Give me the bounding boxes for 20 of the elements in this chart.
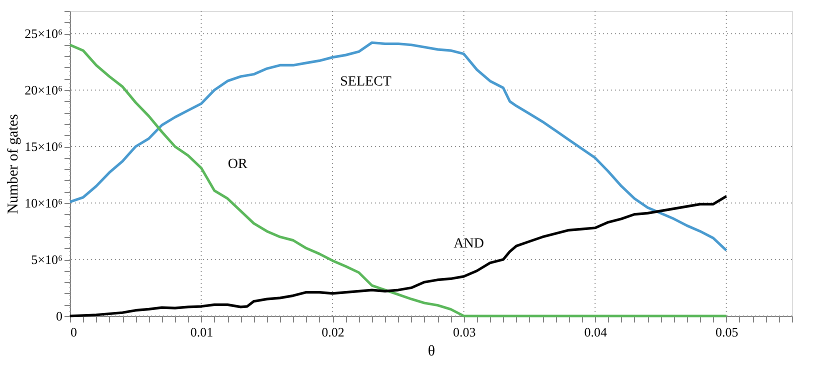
x-tick-label: 0.05 — [715, 324, 738, 340]
y-axis-title: Number of gates — [6, 114, 22, 214]
y-tick-label: 10×10⁶ — [24, 196, 62, 211]
x-tick-label: 0.03 — [452, 324, 476, 340]
x-tick-label: 0.01 — [190, 324, 214, 340]
y-tick-label: 25×10⁶ — [24, 26, 62, 42]
x-tick-label: 0.02 — [322, 324, 344, 340]
y-tick-label: 20×10⁶ — [24, 82, 62, 98]
line-series — [68, 194, 728, 318]
y-tick-label: 5×10⁶ — [31, 252, 62, 268]
series-label: OR — [228, 156, 248, 172]
series-label: AND — [454, 236, 484, 252]
line-series — [68, 41, 728, 252]
series-label: SELECT — [340, 74, 392, 90]
line-series — [68, 44, 728, 318]
y-tick-label: 15×10⁶ — [24, 139, 62, 154]
x-tick-label: 0.04 — [584, 324, 608, 340]
x-axis-title: θ — [428, 344, 436, 360]
y-tick-label: 0 — [56, 308, 62, 324]
x-tick-label: 0 — [70, 324, 77, 340]
